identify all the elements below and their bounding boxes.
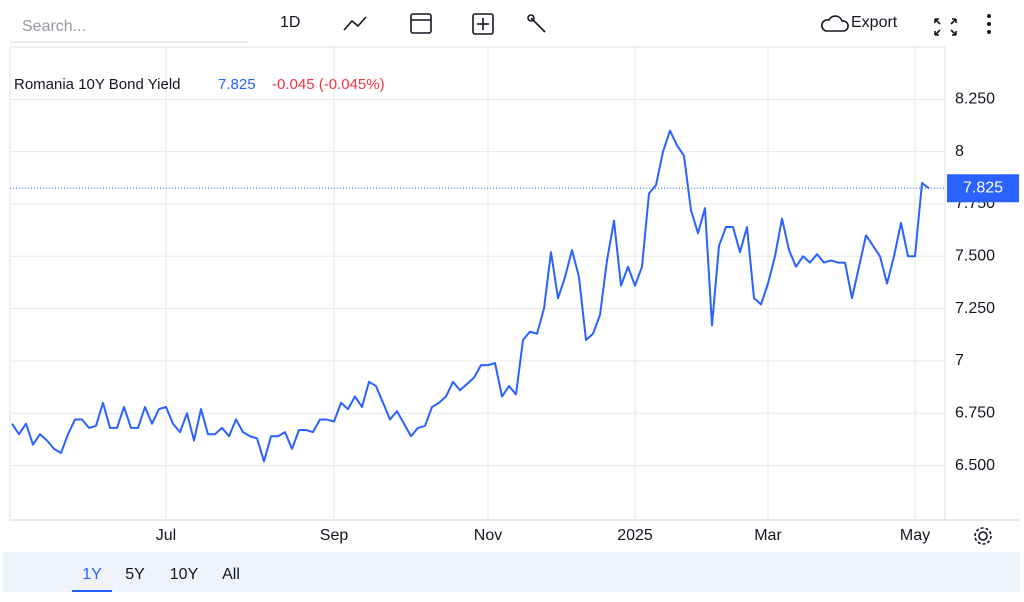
range-button[interactable]: All (222, 566, 240, 583)
add-icon[interactable] (472, 13, 494, 35)
range-button[interactable]: 5Y (125, 566, 145, 583)
settings-tool-icon[interactable] (527, 14, 546, 33)
last-price-box (947, 174, 1019, 203)
y-tick-label: 6.750 (955, 404, 995, 421)
calendar-icon[interactable] (410, 13, 432, 34)
y-tick-label: 6.500 (955, 457, 995, 474)
y-tick-label: 7.500 (955, 248, 995, 265)
x-tick-label: 2025 (617, 527, 653, 544)
last-price-label: 7.825 (963, 179, 1003, 196)
export-button[interactable]: Export (821, 14, 898, 32)
search-box[interactable]: Search... (22, 18, 86, 35)
price-change: -0.045 (-0.045%) (272, 76, 385, 93)
y-tick-label: 7.250 (955, 300, 995, 317)
range-button[interactable]: 1Y (82, 566, 102, 583)
range-bar (3, 552, 1020, 592)
export-label[interactable]: Export (851, 14, 898, 31)
x-tick-label: May (900, 527, 930, 544)
range-button[interactable]: 10Y (170, 566, 199, 583)
yield-line (11, 129, 930, 463)
x-tick-label: Sep (320, 527, 349, 544)
fullscreen-icon[interactable] (934, 18, 957, 36)
y-tick-label: 8 (955, 143, 964, 160)
menu-icon[interactable] (987, 14, 991, 34)
y-tick-label: 7 (955, 352, 964, 369)
x-tick-label: Mar (754, 527, 782, 544)
axis-settings-icon[interactable] (974, 527, 992, 545)
interval-button[interactable]: 1D (280, 14, 300, 31)
chart-type-icon[interactable] (343, 16, 367, 31)
x-tick-label: Nov (474, 527, 502, 544)
y-tick-label: 8.250 (955, 91, 995, 108)
series-name: Romania 10Y Bond Yield (14, 76, 181, 93)
x-tick-label: Jul (156, 527, 176, 544)
last-price: 7.825 (218, 76, 256, 93)
